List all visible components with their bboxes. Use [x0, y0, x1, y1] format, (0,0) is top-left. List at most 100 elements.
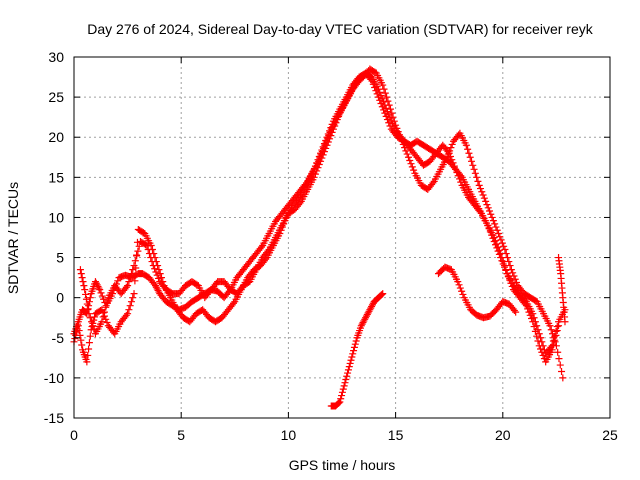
- data-point: [553, 327, 561, 335]
- data-point: [85, 310, 93, 318]
- data-point: [83, 300, 91, 308]
- data-point: [131, 277, 139, 285]
- data-point: [403, 150, 411, 158]
- data-point: [311, 170, 319, 178]
- data-point: [385, 111, 393, 119]
- data-point: [490, 234, 498, 241]
- data-point: [513, 278, 521, 286]
- data-point: [511, 275, 519, 283]
- data-point: [552, 342, 560, 350]
- data-point: [340, 382, 348, 390]
- x-tick-label: 10: [281, 427, 297, 443]
- data-point: [487, 210, 495, 218]
- data-point: [508, 282, 516, 290]
- data-point: [114, 277, 122, 285]
- data-point: [326, 135, 334, 143]
- data-point: [429, 179, 437, 187]
- data-point: [134, 247, 142, 255]
- data-point: [334, 400, 342, 408]
- series-track-f: [555, 254, 569, 326]
- data-point: [124, 310, 132, 318]
- data-point: [448, 140, 456, 148]
- data-point: [76, 331, 84, 339]
- data-point: [91, 278, 99, 286]
- data-point: [535, 342, 543, 350]
- data-point: [84, 305, 92, 313]
- data-point: [378, 95, 386, 103]
- data-point: [74, 322, 82, 330]
- data-point: [384, 97, 392, 105]
- data-point: [80, 282, 88, 290]
- data-point: [530, 323, 538, 331]
- data-point: [144, 246, 152, 254]
- data-point: [489, 217, 497, 225]
- data-point: [332, 119, 340, 127]
- data-point: [349, 350, 357, 358]
- data-point: [331, 122, 339, 130]
- data-point: [548, 346, 556, 354]
- data-point: [555, 322, 563, 330]
- data-point: [296, 199, 304, 207]
- data-point: [78, 274, 86, 282]
- data-point: [310, 173, 318, 181]
- plot-frame: [73, 56, 611, 419]
- data-point: [478, 188, 486, 196]
- data-point: [388, 109, 396, 117]
- data-point: [484, 204, 492, 212]
- data-point: [381, 89, 389, 97]
- data-point: [464, 145, 472, 153]
- data-point: [561, 318, 569, 326]
- y-tick-label: 5: [56, 250, 64, 266]
- data-point: [82, 290, 90, 298]
- data-point: [143, 242, 151, 250]
- data-point: [97, 289, 105, 297]
- data-point: [89, 322, 97, 330]
- data-point: [458, 287, 466, 295]
- data-point: [368, 302, 376, 310]
- data-point: [454, 172, 462, 180]
- data-point: [491, 220, 499, 228]
- data-point: [534, 337, 542, 345]
- data-point: [351, 340, 359, 348]
- data-point: [450, 162, 458, 170]
- y-tick-label: -15: [44, 410, 64, 426]
- series-track-c: [76, 69, 563, 366]
- data-point: [125, 306, 133, 314]
- data-point: [407, 160, 415, 168]
- data-point: [539, 351, 547, 359]
- data-point: [462, 141, 470, 149]
- data-point: [127, 298, 135, 306]
- data-point: [480, 194, 488, 202]
- data-point: [129, 294, 137, 302]
- data-point: [509, 269, 517, 277]
- data-point: [510, 272, 518, 280]
- data-point: [313, 167, 321, 175]
- data-point: [352, 337, 360, 345]
- data-point: [100, 295, 108, 303]
- data-point: [73, 325, 81, 333]
- data-point: [357, 322, 365, 330]
- data-point: [341, 379, 349, 387]
- data-point: [100, 308, 108, 316]
- data-point: [474, 177, 482, 185]
- data-point: [153, 271, 161, 279]
- data-point: [469, 161, 477, 169]
- data-point: [82, 309, 90, 317]
- data-point: [126, 274, 134, 282]
- data-point: [131, 257, 139, 265]
- x-tick-label: 15: [388, 427, 404, 443]
- data-point: [148, 258, 156, 266]
- data-point: [454, 278, 462, 286]
- data-point: [538, 338, 546, 346]
- data-point: [378, 290, 386, 298]
- data-point: [130, 262, 138, 270]
- data-point: [71, 335, 79, 343]
- data-point: [466, 153, 474, 161]
- y-tick-label: -5: [52, 330, 65, 346]
- data-point: [502, 266, 510, 274]
- tick-layer: 0 5 10 15 20 25 -15 -10 -5 0 5 10 15 20 25 30: [44, 49, 618, 443]
- data-point: [327, 132, 335, 140]
- data-point: [126, 302, 134, 310]
- data-point: [342, 375, 350, 383]
- data-point: [479, 191, 487, 199]
